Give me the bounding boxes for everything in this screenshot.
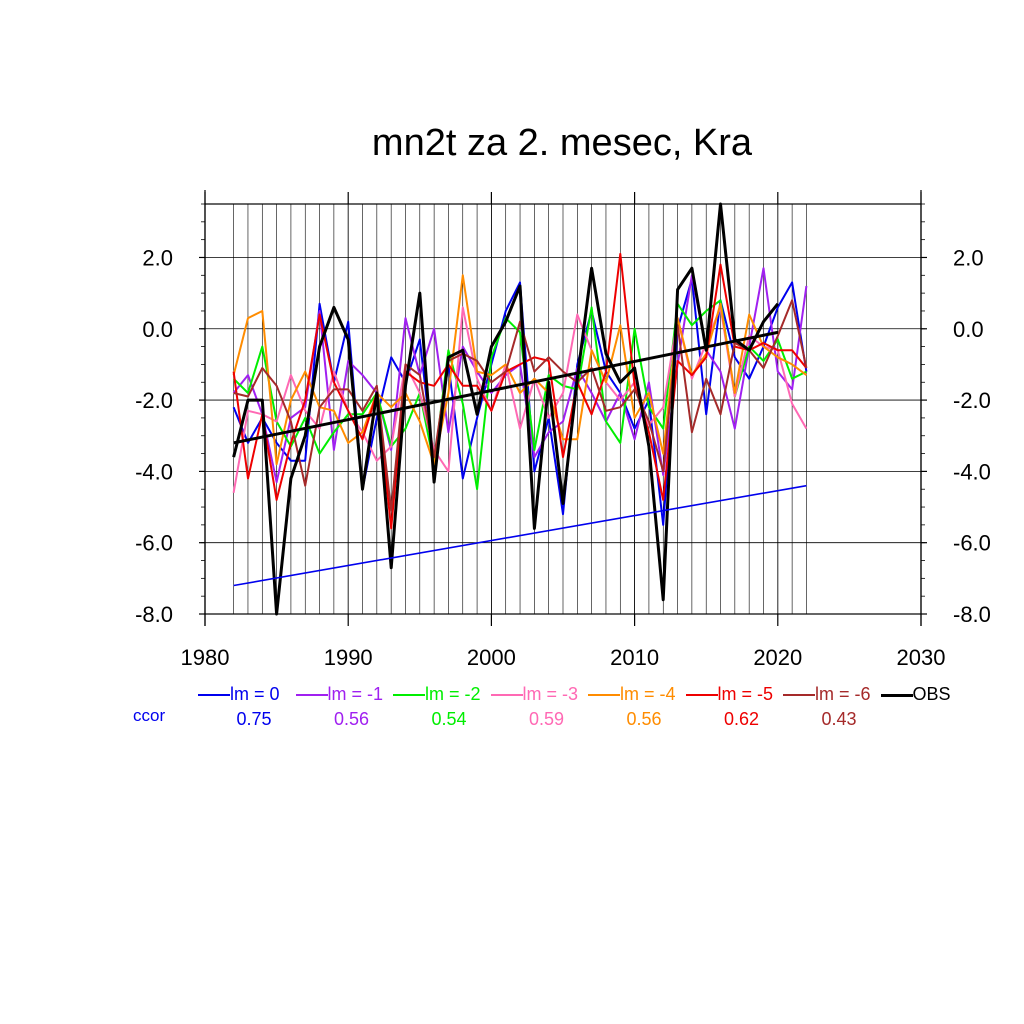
ccor-label: ccor	[133, 706, 166, 725]
y-tick-label: -2.0	[135, 388, 173, 413]
ccor-value: 0.54	[431, 709, 467, 729]
y-tick-label-right: -2.0	[953, 388, 991, 413]
legend-label: lm = -4	[620, 684, 676, 704]
x-tick-label: 2030	[897, 645, 946, 670]
legend-label: lm = 0	[230, 684, 280, 704]
y-tick-label: 2.0	[142, 245, 173, 270]
y-tick-label-right: 0.0	[953, 317, 984, 342]
series-line-lm-5	[232, 252, 808, 530]
ccor-value: 0.56	[333, 709, 370, 729]
y-tick-label: -8.0	[135, 602, 173, 627]
trend-line	[233, 330, 779, 445]
legend-swatch	[490, 694, 523, 696]
ccor-value: 0.56	[626, 709, 662, 729]
legend-label: OBS	[912, 684, 951, 704]
legend-swatch	[783, 694, 815, 696]
ccor-value: 0.43	[821, 709, 857, 729]
legend-swatch	[880, 694, 913, 697]
chart-title: mn2t za 2. mesec, Kra	[371, 122, 753, 164]
legend-label: lm = -1	[327, 684, 384, 704]
y-tick-label: -4.0	[135, 459, 173, 484]
y-tick-label-right: -4.0	[953, 459, 991, 484]
x-tick-label: 2010	[610, 645, 659, 670]
y-tick-label-right: -6.0	[953, 531, 991, 556]
legend-swatch	[198, 694, 230, 696]
legend-label: lm = -2	[425, 684, 481, 704]
legend-swatch	[685, 694, 718, 696]
ccor-value: 0.62	[723, 709, 760, 729]
x-tick-label: 2020	[753, 645, 802, 670]
trend-line	[233, 484, 807, 587]
legend-label: lm = -6	[815, 684, 871, 704]
y-tick-label-right: -8.0	[953, 602, 991, 627]
legend-swatch	[295, 694, 328, 696]
ccor-value: 0.59	[528, 709, 565, 729]
ccor-value: 0.75	[236, 709, 272, 729]
legend-label: lm = -3	[522, 684, 579, 704]
series-line-lm-6	[233, 299, 808, 512]
legend-label: lm = -5	[717, 684, 774, 704]
y-tick-label: -6.0	[135, 531, 173, 556]
grid	[205, 204, 921, 615]
x-tick-label: 1990	[324, 645, 373, 670]
series-lines	[232, 202, 808, 616]
legend-swatch	[588, 694, 620, 696]
legend-swatch	[393, 694, 425, 696]
series-line-obs	[232, 202, 779, 616]
y-tick-label-right: 2.0	[953, 245, 984, 270]
y-tick-label: 0.0	[142, 317, 173, 342]
axes: 1980 1990 2000 2010 2020 2030 -8.0 -8.0 -6.0 -6.0…	[135, 190, 991, 670]
x-tick-label: 2000	[467, 645, 516, 670]
series-line-lm-4	[232, 274, 807, 466]
x-tick-label: 1980	[181, 645, 230, 670]
